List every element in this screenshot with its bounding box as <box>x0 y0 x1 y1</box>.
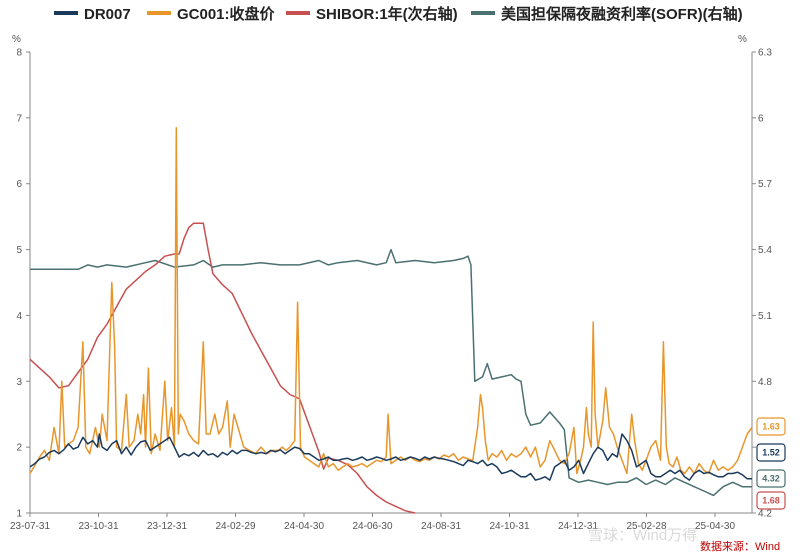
x-axis-ticks: 23-07-31 23-10-31 23-12-31 24-02-29 24-04-30… <box>10 513 735 532</box>
end-label-text: 1.63 <box>762 422 780 432</box>
x-tick-label: 24-02-29 <box>215 521 255 532</box>
end-label-1: 1.52 <box>756 443 786 462</box>
x-tick-label: 24-12-31 <box>558 521 598 532</box>
x-tick-label: 24-10-31 <box>489 521 529 532</box>
legend: DR007 GC001:收盘价 SHIBOR:1年(次右轴) 美国担保隔夜融资利… <box>54 5 743 23</box>
x-tick-label: 23-07-31 <box>10 521 50 532</box>
end-label-box <box>756 417 786 436</box>
x-tick-label: 25-04-30 <box>695 521 735 532</box>
end-labels: 1.63 1.52 4.32 1.68 <box>756 417 786 510</box>
end-label-2: 4.32 <box>756 469 786 488</box>
end-label-text: 1.52 <box>762 448 780 458</box>
series-line-0 <box>29 433 752 481</box>
legend-item-shibor[interactable]: SHIBOR:1年(次右轴) <box>286 5 458 23</box>
right-tick-label: 4.8 <box>758 377 772 388</box>
series-layer <box>29 126 753 514</box>
legend-item-gc001[interactable]: GC001:收盘价 <box>147 5 276 23</box>
x-tick-label: 23-12-31 <box>147 521 187 532</box>
x-tick-label: 23-10-31 <box>78 521 118 532</box>
x-tick-label: 25-02-28 <box>626 521 666 532</box>
legend-label-dr007: DR007 <box>84 6 131 23</box>
end-label-text: 1.68 <box>762 496 780 506</box>
left-tick-label: 7 <box>16 113 22 124</box>
legend-item-dr007[interactable]: DR007 <box>54 6 131 23</box>
left-axis-unit: % <box>12 34 21 45</box>
end-label-box <box>756 469 786 488</box>
right-tick-label: 5.7 <box>758 179 772 190</box>
series-line-2 <box>29 222 416 514</box>
end-label-box <box>756 491 786 510</box>
left-tick-label: 5 <box>16 245 22 256</box>
series-line-1 <box>29 126 753 475</box>
source-text: 数据来源：Wind <box>700 539 780 553</box>
left-tick-label: 1 <box>16 509 22 520</box>
legend-label-shibor: SHIBOR:1年(次右轴) <box>316 5 458 23</box>
end-label-text: 4.32 <box>762 474 780 484</box>
end-label-3: 1.68 <box>756 491 786 510</box>
end-label-0: 1.63 <box>756 417 786 436</box>
left-axis-ticks: 1 2 3 4 5 6 7 8 <box>16 48 30 520</box>
axes <box>29 52 753 514</box>
end-label-box <box>756 443 786 462</box>
left-tick-label: 6 <box>16 179 22 190</box>
right-tick-label: 6 <box>758 113 764 124</box>
legend-label-sofr: 美国担保隔夜融资利率(SOFR)(右轴) <box>501 5 743 23</box>
right-axis-unit: % <box>738 34 747 45</box>
left-tick-label: 4 <box>16 311 22 322</box>
x-tick-label: 24-06-30 <box>352 521 392 532</box>
right-tick-label: 5.1 <box>758 311 772 322</box>
right-tick-label: 5.4 <box>758 245 772 256</box>
x-tick-label: 24-08-31 <box>421 521 461 532</box>
legend-item-sofr[interactable]: 美国担保隔夜融资利率(SOFR)(右轴) <box>471 5 743 23</box>
x-tick-label: 24-04-30 <box>284 521 324 532</box>
left-tick-label: 2 <box>16 443 22 454</box>
left-tick-label: 8 <box>16 48 22 59</box>
series-line-3 <box>30 248 752 497</box>
right-tick-label: 6.3 <box>758 48 772 59</box>
watermark: 雪球：Wind万得 <box>588 527 697 544</box>
left-tick-label: 3 <box>16 377 22 388</box>
legend-label-gc001: GC001:收盘价 <box>177 5 276 23</box>
right-tick-label: 4.2 <box>758 509 772 520</box>
